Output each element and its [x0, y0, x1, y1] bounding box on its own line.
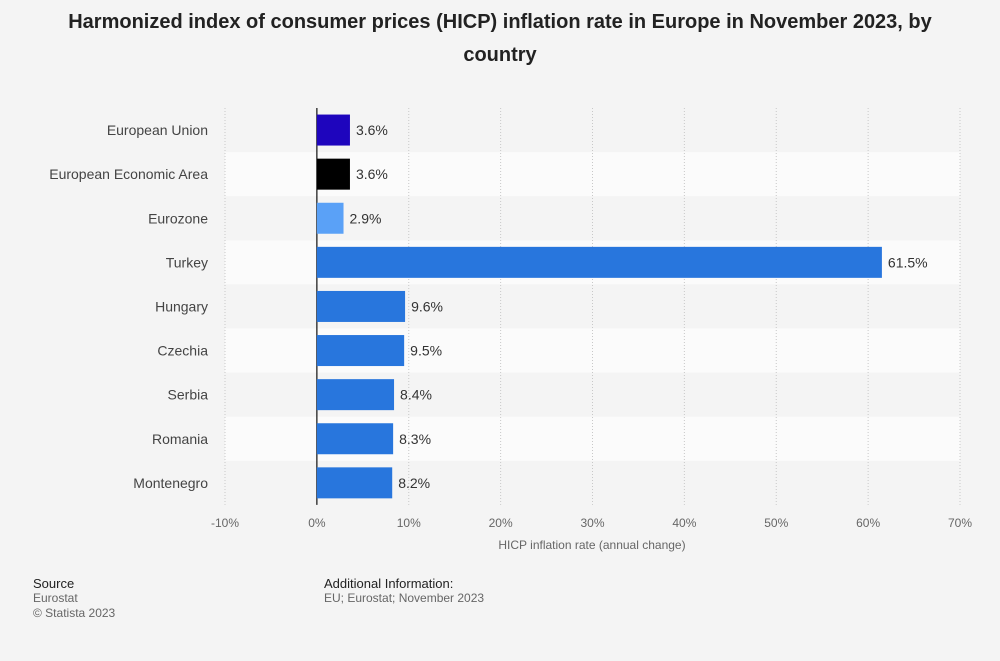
- value-label: 3.6%: [356, 166, 388, 182]
- additional-info-text: EU; Eurostat; November 2023: [324, 591, 485, 605]
- source-heading: Source: [33, 576, 75, 591]
- value-label: 8.4%: [400, 387, 432, 403]
- category-label: Turkey: [166, 254, 208, 270]
- value-label: 61.5%: [888, 254, 928, 270]
- additional-info-block: Additional Information: EU; Eurostat; No…: [324, 576, 484, 606]
- source-block: Source Eurostat © Statista 2023: [33, 576, 115, 621]
- category-label: Eurozone: [148, 210, 208, 226]
- x-tick-label: 30%: [580, 516, 604, 530]
- chart-title: Harmonized index of consumer prices (HIC…: [68, 11, 932, 66]
- x-tick-label: 20%: [489, 516, 513, 530]
- bar[interactable]: [316, 158, 350, 190]
- bar[interactable]: [316, 290, 406, 322]
- bar[interactable]: [316, 423, 394, 455]
- category-label: European Union: [107, 122, 208, 138]
- category-label: European Economic Area: [49, 166, 208, 182]
- category-label: Romania: [152, 431, 208, 447]
- value-label: 2.9%: [350, 210, 382, 226]
- bar[interactable]: [316, 202, 344, 234]
- x-tick-label: 10%: [397, 516, 421, 530]
- additional-info-heading: Additional Information:: [324, 576, 454, 591]
- bar[interactable]: [316, 335, 405, 367]
- x-tick-label: 40%: [672, 516, 696, 530]
- copyright: © Statista 2023: [33, 606, 116, 620]
- bar[interactable]: [316, 467, 393, 499]
- bar[interactable]: [316, 114, 350, 146]
- bar[interactable]: [316, 379, 395, 411]
- x-tick-label: 0%: [308, 516, 326, 530]
- value-label: 8.2%: [398, 475, 430, 491]
- x-tick-label: 60%: [856, 516, 880, 530]
- value-label: 9.6%: [411, 298, 443, 314]
- source-name[interactable]: Eurostat: [33, 591, 78, 605]
- x-tick-label: 50%: [764, 516, 788, 530]
- x-tick-label: 70%: [948, 516, 972, 530]
- x-tick-label: -10%: [211, 516, 239, 530]
- value-label: 8.3%: [399, 431, 431, 447]
- value-label: 3.6%: [356, 122, 388, 138]
- bar[interactable]: [316, 246, 882, 278]
- category-label: Czechia: [157, 343, 208, 359]
- category-label: Serbia: [168, 387, 209, 403]
- category-label: Montenegro: [133, 475, 208, 491]
- value-label: 9.5%: [410, 343, 442, 359]
- x-axis-title: HICP inflation rate (annual change): [498, 538, 685, 552]
- category-label: Hungary: [155, 298, 208, 314]
